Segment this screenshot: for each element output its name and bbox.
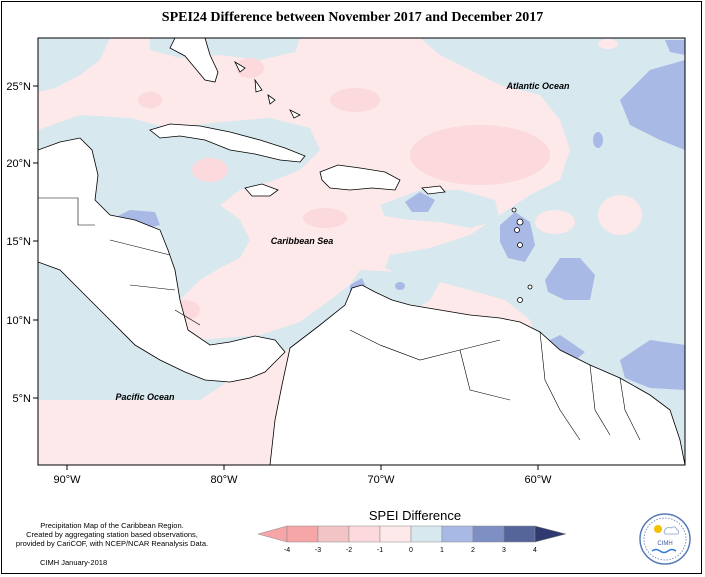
longitude-label: 70°W xyxy=(367,474,395,486)
negative-anomaly-area xyxy=(303,208,347,228)
legend-swatch xyxy=(503,525,536,543)
legend-swatch xyxy=(534,525,567,543)
negative-anomaly-area xyxy=(535,210,575,234)
credit-line: Precipitation Map of the Caribbean Regio… xyxy=(40,521,184,530)
land xyxy=(38,38,685,465)
cloud-icon xyxy=(663,526,680,535)
positive-anomaly-area xyxy=(385,38,685,465)
map-title: SPEI24 Difference between November 2017 … xyxy=(161,10,544,25)
legend-swatch xyxy=(286,525,319,543)
latitude-label: 5°N xyxy=(13,393,32,405)
legend-tick-label: 2 xyxy=(471,547,475,554)
moderate-positive-area xyxy=(500,212,535,262)
logo-text: CIMH xyxy=(657,541,672,547)
negative-anomaly-area xyxy=(598,39,618,49)
legend-swatch xyxy=(257,525,288,543)
legend-swatch xyxy=(472,525,505,543)
cimh-logo: CIMH xyxy=(639,513,691,565)
spei-field xyxy=(38,38,685,465)
legend-tick-label: 1 xyxy=(440,547,444,554)
moderate-positive-area xyxy=(620,340,685,390)
moderate-positive-area xyxy=(620,60,685,150)
caribbean-sea-label: Caribbean Sea xyxy=(271,236,334,246)
sun-icon xyxy=(654,525,662,533)
legend-tick-label: 3 xyxy=(502,547,506,554)
latitude-label: 25°N xyxy=(6,81,31,93)
positive-anomaly-area xyxy=(38,38,110,92)
wave-icon xyxy=(651,548,677,554)
legend-swatch xyxy=(379,525,412,543)
negative-anomaly-area xyxy=(236,58,264,78)
issued-date: CIMH January-2018 xyxy=(40,558,108,567)
negative-anomaly-area xyxy=(138,92,162,108)
legend-title: SPEI Difference xyxy=(368,508,462,523)
pacific-ocean-label: Pacific Ocean xyxy=(115,392,175,402)
moderate-positive-area xyxy=(593,132,603,148)
legend-colorbar xyxy=(257,525,567,543)
legend-swatch xyxy=(410,525,443,543)
negative-anomaly-area xyxy=(330,88,380,112)
negative-anomaly-area xyxy=(598,195,642,235)
latitude-label: 15°N xyxy=(6,236,31,248)
credit-line: Created by aggregating station based obs… xyxy=(26,530,198,539)
moderate-positive-area xyxy=(405,192,435,212)
legend-swatch xyxy=(348,525,381,543)
longitude-label: 80°W xyxy=(210,474,238,486)
map-border xyxy=(37,37,686,466)
latitude-label: 10°N xyxy=(6,315,31,327)
legend-swatch xyxy=(441,525,474,543)
legend-tick-label: 4 xyxy=(533,547,537,554)
axis-ticks xyxy=(33,85,539,470)
legend-tick-label: -4 xyxy=(284,547,290,554)
moderate-positive-area xyxy=(545,258,595,300)
credits-block: Precipitation Map of the Caribbean Regio… xyxy=(12,521,212,548)
legend-swatch xyxy=(317,525,350,543)
atlantic-ocean-label: Atlantic Ocean xyxy=(505,81,570,91)
legend-tick-label: -2 xyxy=(346,547,352,554)
moderate-positive-area xyxy=(665,40,685,55)
negative-anomaly-area xyxy=(410,125,550,185)
moderate-positive-area xyxy=(395,282,405,290)
credit-line: provided by CariCOF, with NCEP/NCAR Rean… xyxy=(15,539,209,548)
legend-tick-label: 0 xyxy=(409,547,413,554)
legend-tick-label: -1 xyxy=(377,547,383,554)
country-borders xyxy=(38,197,641,441)
longitude-label: 90°W xyxy=(53,474,81,486)
legend-tick-label: -3 xyxy=(315,547,321,554)
negative-anomaly-area xyxy=(192,158,228,182)
latitude-label: 20°N xyxy=(6,158,31,170)
longitude-label: 60°W xyxy=(524,474,552,486)
